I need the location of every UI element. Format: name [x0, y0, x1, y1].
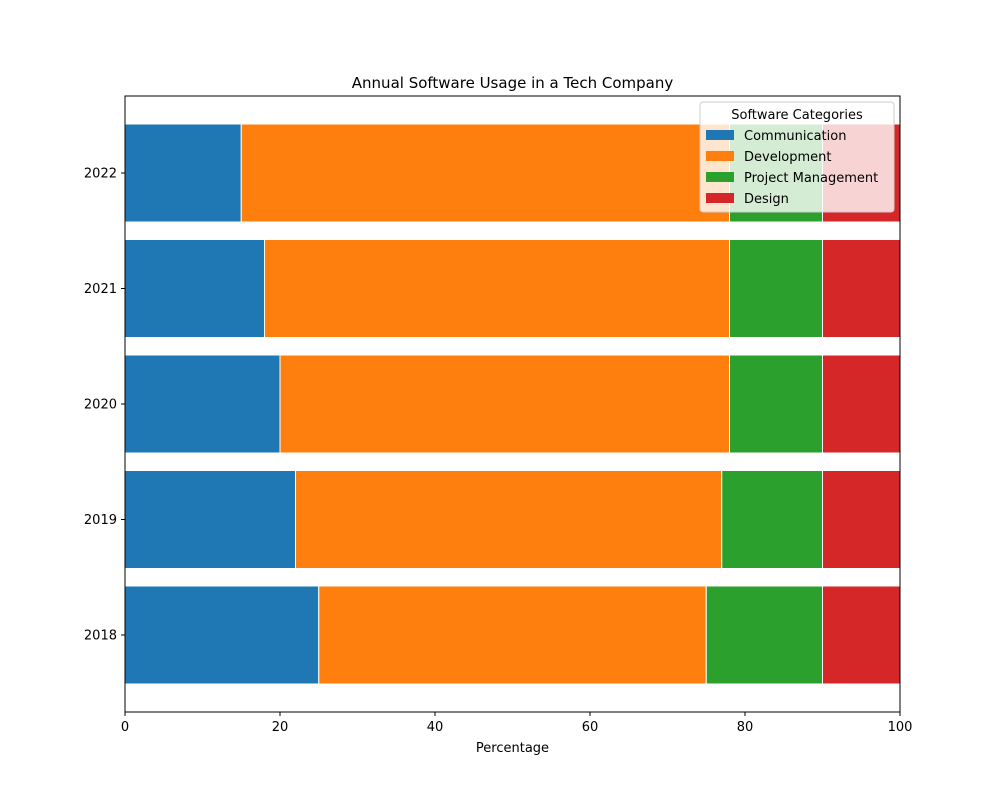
- legend: Software Categories Communication Develop…: [699, 101, 895, 213]
- y-tick-label: 2019: [84, 513, 117, 528]
- bar-project-management-2019: [721, 470, 823, 569]
- legend-label: Communication: [744, 129, 846, 144]
- bar-development-2021: [264, 239, 730, 338]
- legend-swatch-project-management: [706, 172, 734, 182]
- bar-communication-2019: [124, 470, 296, 569]
- bar-project-management-2021: [729, 239, 823, 338]
- legend-label: Project Management: [744, 171, 878, 186]
- legend-swatch-development: [706, 151, 734, 161]
- bar-project-management-2018: [705, 585, 823, 685]
- plot-area: [124, 123, 901, 685]
- bar-development-2022: [240, 123, 730, 223]
- bar-project-management-2020: [729, 354, 823, 454]
- bar-design-2019: [822, 470, 901, 569]
- y-tick-label: 2020: [84, 398, 117, 413]
- bar-communication-2022: [124, 123, 242, 223]
- x-axis: 0 20 40 60 80 100: [121, 712, 913, 735]
- bar-development-2019: [295, 470, 723, 569]
- x-tick-label: 60: [582, 720, 599, 735]
- x-axis-label: Percentage: [476, 741, 549, 756]
- y-tick-label: 2021: [84, 282, 117, 297]
- bar-communication-2020: [124, 354, 281, 454]
- legend-label: Design: [744, 192, 789, 207]
- bar-design-2018: [822, 585, 901, 685]
- x-tick-label: 80: [737, 720, 754, 735]
- bar-communication-2018: [124, 585, 320, 685]
- y-tick-label: 2018: [84, 629, 117, 644]
- legend-box: [699, 101, 895, 213]
- x-tick-label: 20: [272, 720, 289, 735]
- bar-development-2020: [279, 354, 730, 454]
- legend-swatch-design: [706, 193, 734, 203]
- x-tick-label: 100: [888, 720, 913, 735]
- bar-design-2021: [822, 239, 901, 338]
- bar-communication-2021: [124, 239, 265, 338]
- legend-title: Software Categories: [731, 108, 863, 123]
- bar-development-2018: [318, 585, 707, 685]
- y-axis: 2018 2019 2020 2021 2022: [84, 167, 125, 644]
- x-tick-label: 0: [121, 720, 129, 735]
- x-tick-label: 40: [427, 720, 444, 735]
- legend-swatch-communication: [706, 130, 734, 140]
- legend-label: Development: [744, 150, 832, 165]
- bar-design-2020: [822, 354, 901, 454]
- chart-title: Annual Software Usage in a Tech Company: [352, 74, 674, 92]
- y-tick-label: 2022: [84, 167, 117, 182]
